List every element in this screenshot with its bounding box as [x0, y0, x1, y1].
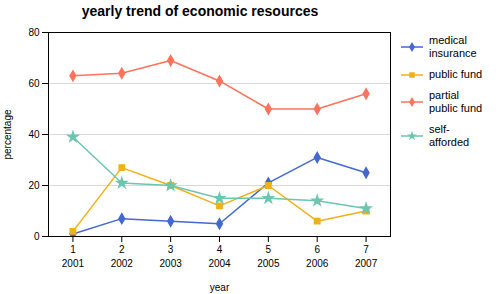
svg-text:1: 1: [70, 244, 76, 255]
svg-text:2: 2: [119, 244, 125, 255]
svg-text:2007: 2007: [355, 258, 378, 269]
svg-text:percentage: percentage: [2, 109, 13, 159]
svg-text:40: 40: [28, 129, 40, 140]
html-text:medical insurance: medical insurance: [429, 34, 477, 59]
svg-text:3: 3: [168, 244, 174, 255]
svg-text:2005: 2005: [257, 258, 280, 269]
svg-text:5: 5: [266, 244, 272, 255]
svg-text:80: 80: [28, 27, 40, 38]
svg-text:2001: 2001: [62, 258, 85, 269]
svg-text:60: 60: [28, 78, 40, 89]
svg-text:2006: 2006: [306, 258, 329, 269]
html-text:self- afforded: self- afforded: [429, 123, 470, 148]
svg-text:6: 6: [314, 244, 320, 255]
svg-text:20: 20: [28, 180, 40, 191]
html-text:yearly trend of economic resou: yearly trend of economic resources: [81, 3, 319, 19]
svg-text:2003: 2003: [160, 258, 183, 269]
svg-text:0: 0: [34, 231, 40, 242]
html-text:public fund: public fund: [429, 68, 483, 80]
html-text:partial public fund: partial public fund: [429, 89, 483, 114]
svg-text:2002: 2002: [111, 258, 134, 269]
svg-text:4: 4: [217, 244, 223, 255]
svg-text:7: 7: [363, 244, 369, 255]
svg-text:2004: 2004: [208, 258, 231, 269]
svg-text:year: year: [210, 282, 230, 293]
